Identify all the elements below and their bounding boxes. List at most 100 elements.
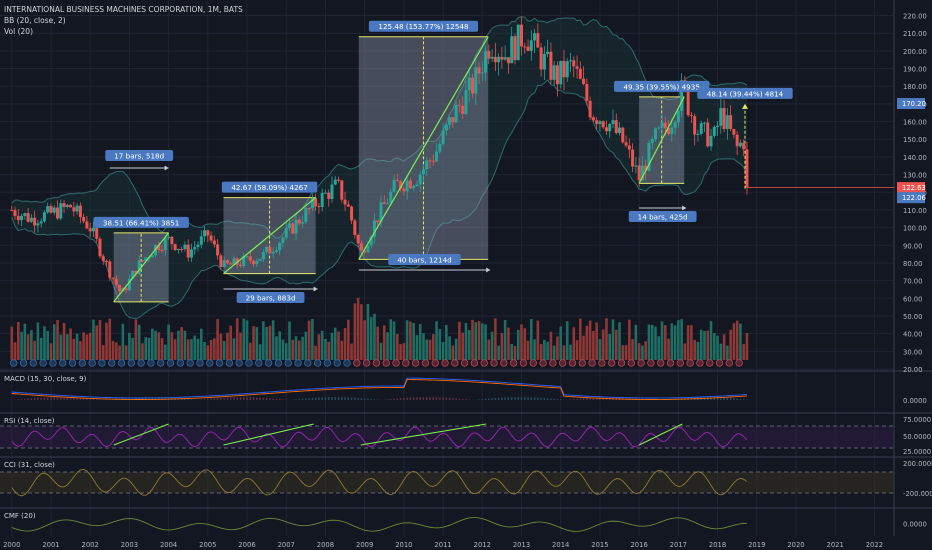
volume-bar xyxy=(85,334,89,360)
earnings-marker xyxy=(470,359,479,367)
candle-body xyxy=(281,237,285,243)
volume-bar xyxy=(503,320,507,360)
dividend-marker xyxy=(59,359,67,367)
candle-body xyxy=(284,228,288,238)
volume-bar xyxy=(160,338,164,360)
volume-bar xyxy=(82,332,85,360)
volume-bar xyxy=(360,304,363,360)
measure-label: 38.51 (66.41%) 3851 xyxy=(93,216,189,228)
volume-bar xyxy=(533,339,536,360)
volume-bar xyxy=(147,337,151,360)
volume-bar xyxy=(641,345,644,360)
cci-tick: 200.0000 xyxy=(903,460,932,468)
rsi-trend-line xyxy=(113,423,169,446)
candle-body xyxy=(435,151,439,162)
volume-bar xyxy=(134,319,138,360)
trend-line xyxy=(113,232,170,303)
volume-bar xyxy=(490,331,494,360)
volume-bar xyxy=(150,328,154,360)
earnings-marker xyxy=(696,359,704,367)
trend-line xyxy=(638,96,685,184)
candle-body xyxy=(193,247,197,250)
candle-body xyxy=(575,66,579,69)
earnings-marker xyxy=(372,359,381,367)
candle-body xyxy=(379,202,383,223)
candle-body xyxy=(487,51,491,59)
candle-body xyxy=(82,217,86,222)
candle-body xyxy=(301,222,305,224)
volume-bar xyxy=(605,318,608,360)
volume-bar xyxy=(49,343,53,360)
volume-bar xyxy=(572,327,576,360)
volume-bar xyxy=(72,338,76,360)
candle-body xyxy=(72,207,76,212)
volume-bar xyxy=(101,345,105,360)
volume-bar xyxy=(373,313,376,360)
candle-body xyxy=(353,220,357,235)
candle-body xyxy=(216,244,220,256)
drawings[interactable]: 38.51 (66.41%) 3851 42.67 (58.09%) 4267 12… xyxy=(93,20,894,303)
earnings-marker xyxy=(549,359,557,367)
candle-body xyxy=(395,179,399,182)
volume-bar xyxy=(275,336,278,360)
volume-bar xyxy=(412,322,415,360)
candle-body xyxy=(653,128,657,140)
volume-bar xyxy=(66,334,69,360)
dividend-marker xyxy=(333,359,341,367)
measure-label-text: 49.35 (39.55%) 4935 xyxy=(623,82,699,91)
bb-upper xyxy=(11,16,748,239)
time-tick: 2022 xyxy=(866,541,883,549)
volume-bar xyxy=(644,341,647,360)
candle-body xyxy=(238,264,242,266)
candle-body xyxy=(464,90,468,114)
earnings-marker xyxy=(568,359,577,367)
dividend-marker xyxy=(19,359,28,367)
volume-bar xyxy=(199,328,203,360)
candle-body xyxy=(598,121,602,124)
candle-body xyxy=(477,67,481,74)
candle-body xyxy=(513,36,517,61)
earnings-marker xyxy=(735,359,743,367)
price-tick: 140.00 xyxy=(903,154,927,162)
time-axis[interactable]: 2000 2001 2002 2003 2004 2005 2006 2007 2008 2009… xyxy=(3,541,883,549)
bb-lower xyxy=(11,79,748,320)
candle-body xyxy=(376,220,380,223)
dividend-marker xyxy=(304,359,312,367)
candle-body xyxy=(134,270,138,274)
earnings-marker xyxy=(519,359,528,367)
bb-label: BB (20, close, 2) xyxy=(4,16,66,25)
candle-body xyxy=(549,51,553,80)
bars-label-text: 29 bars, 883d xyxy=(246,294,296,303)
volume-bar xyxy=(330,332,334,360)
candle-body xyxy=(533,33,537,41)
earnings-marker xyxy=(637,359,645,367)
volume-bar xyxy=(69,328,72,360)
volume-bar xyxy=(268,325,272,360)
volume-bar xyxy=(745,332,749,360)
level-high-tag-bg xyxy=(897,98,925,110)
candle-body xyxy=(199,236,203,245)
volume-bar xyxy=(23,323,27,360)
price-tick: 80.00 xyxy=(903,260,922,268)
volume-bar xyxy=(510,343,513,360)
price-axis[interactable]: 220.00210.00200.00190.00180.00170.00160.… xyxy=(897,13,927,374)
cmf-label: CMF (20) xyxy=(4,512,36,520)
volume-bar xyxy=(115,342,118,360)
earnings-marker xyxy=(715,359,724,367)
volume-bar xyxy=(703,330,706,360)
candle-body xyxy=(382,202,386,205)
time-tick: 2001 xyxy=(42,541,59,549)
volume-bar xyxy=(435,321,438,360)
earnings-marker xyxy=(382,359,390,367)
dividend-marker xyxy=(29,359,37,367)
candle-body xyxy=(189,249,193,258)
candle-body xyxy=(461,105,465,114)
earnings-marker xyxy=(608,359,616,367)
candle-body xyxy=(36,223,40,226)
price-tick: 220.00 xyxy=(903,13,927,21)
candle-body xyxy=(85,221,89,229)
candle-body xyxy=(95,227,99,239)
candle-body xyxy=(480,72,484,74)
candle-body xyxy=(546,51,550,55)
